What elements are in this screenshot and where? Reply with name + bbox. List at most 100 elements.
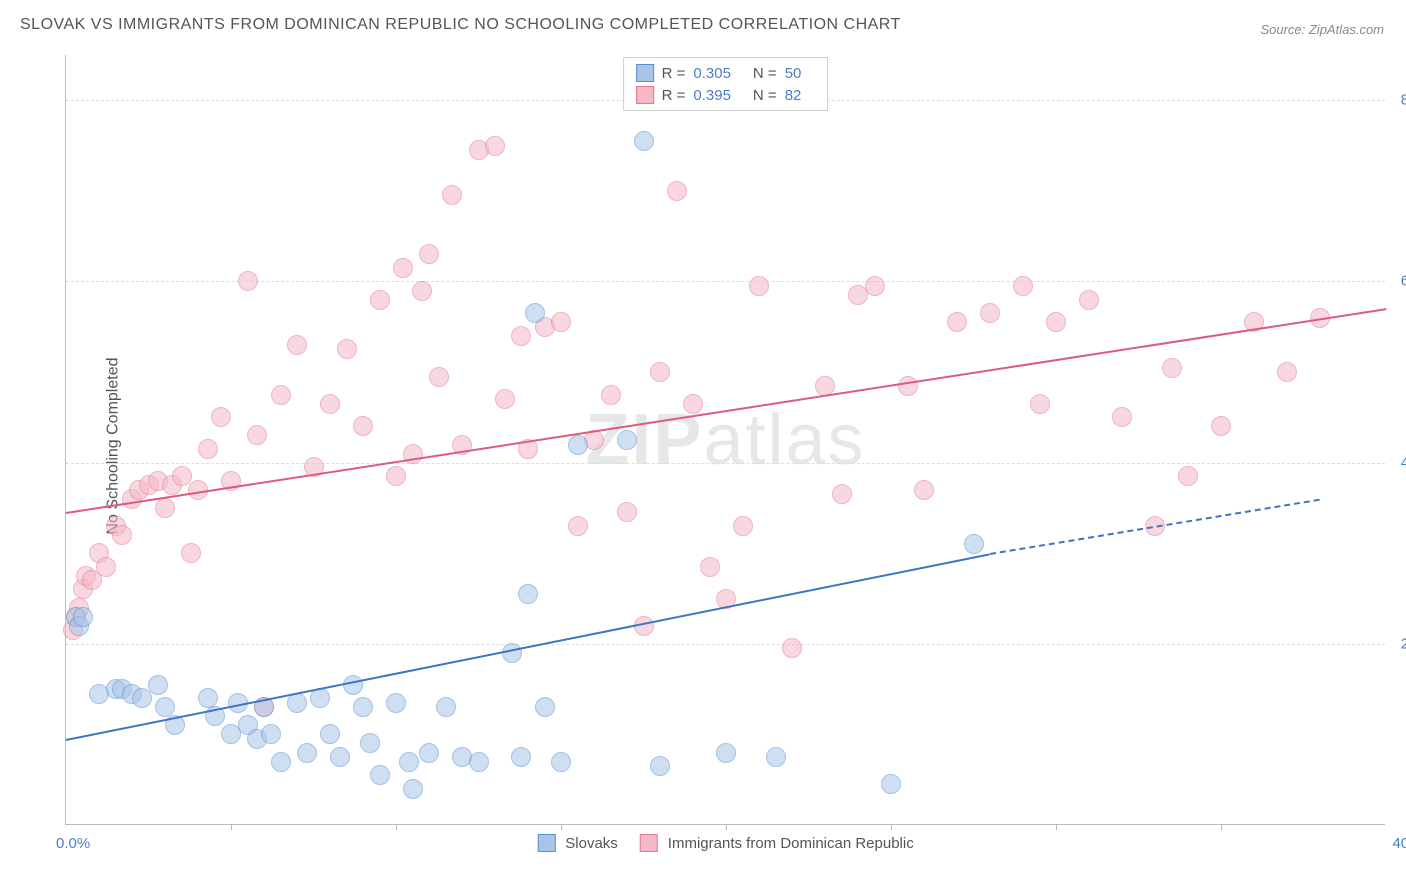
data-point-slovaks bbox=[469, 752, 489, 772]
data-point-immigrants bbox=[287, 335, 307, 355]
data-point-immigrants bbox=[511, 326, 531, 346]
data-point-immigrants bbox=[1046, 312, 1066, 332]
data-point-slovaks bbox=[964, 534, 984, 554]
data-point-immigrants bbox=[353, 416, 373, 436]
x-axis-max-label: 40.0% bbox=[1392, 835, 1406, 852]
data-point-immigrants bbox=[337, 339, 357, 359]
chart-title: SLOVAK VS IMMIGRANTS FROM DOMINICAN REPU… bbox=[20, 16, 901, 34]
data-point-slovaks bbox=[419, 743, 439, 763]
data-point-immigrants bbox=[429, 367, 449, 387]
series-legend: Slovaks Immigrants from Dominican Republ… bbox=[537, 834, 913, 852]
data-point-immigrants bbox=[238, 271, 258, 291]
data-point-slovaks bbox=[617, 430, 637, 450]
y-tick-label: 4.0% bbox=[1390, 454, 1406, 471]
data-point-immigrants bbox=[485, 136, 505, 156]
x-tick bbox=[396, 824, 397, 830]
data-point-immigrants bbox=[172, 466, 192, 486]
data-point-immigrants bbox=[832, 484, 852, 504]
x-tick bbox=[726, 824, 727, 830]
r-value-immigrants: 0.395 bbox=[693, 87, 731, 104]
swatch-immigrants bbox=[636, 86, 654, 104]
data-point-slovaks bbox=[198, 688, 218, 708]
data-point-slovaks bbox=[320, 724, 340, 744]
data-point-slovaks bbox=[155, 697, 175, 717]
series-label-slovaks: Slovaks bbox=[565, 835, 618, 852]
n-label: N = bbox=[753, 65, 777, 82]
data-point-immigrants bbox=[914, 480, 934, 500]
data-point-slovaks bbox=[766, 747, 786, 767]
data-point-immigrants bbox=[667, 181, 687, 201]
x-tick bbox=[231, 824, 232, 830]
r-label: R = bbox=[662, 65, 686, 82]
data-point-slovaks bbox=[881, 774, 901, 794]
r-label: R = bbox=[662, 87, 686, 104]
x-tick bbox=[561, 824, 562, 830]
data-point-slovaks bbox=[330, 747, 350, 767]
data-point-immigrants bbox=[980, 303, 1000, 323]
data-point-immigrants bbox=[393, 258, 413, 278]
n-value-slovaks: 50 bbox=[785, 65, 802, 82]
data-point-immigrants bbox=[320, 394, 340, 414]
y-tick-label: 2.0% bbox=[1390, 635, 1406, 652]
data-point-slovaks bbox=[271, 752, 291, 772]
chart-plot-area: ZIPatlas R = 0.305 N = 50 R = 0.395 N = … bbox=[65, 55, 1385, 825]
source-attribution: Source: ZipAtlas.com bbox=[1260, 22, 1384, 37]
trendline-slovaks bbox=[66, 553, 990, 741]
legend-row-slovaks: R = 0.305 N = 50 bbox=[636, 62, 816, 84]
data-point-immigrants bbox=[211, 407, 231, 427]
data-point-immigrants bbox=[1030, 394, 1050, 414]
data-point-immigrants bbox=[442, 185, 462, 205]
y-tick-label: 8.0% bbox=[1390, 92, 1406, 109]
data-point-immigrants bbox=[683, 394, 703, 414]
series-label-immigrants: Immigrants from Dominican Republic bbox=[668, 835, 914, 852]
data-point-immigrants bbox=[386, 466, 406, 486]
data-point-immigrants bbox=[495, 389, 515, 409]
swatch-slovaks-bottom bbox=[537, 834, 555, 852]
x-axis-min-label: 0.0% bbox=[56, 835, 90, 852]
data-point-slovaks bbox=[261, 724, 281, 744]
data-point-immigrants bbox=[370, 290, 390, 310]
gridline bbox=[66, 644, 1385, 645]
data-point-slovaks bbox=[297, 743, 317, 763]
data-point-immigrants bbox=[155, 498, 175, 518]
data-point-immigrants bbox=[650, 362, 670, 382]
data-point-immigrants bbox=[568, 516, 588, 536]
data-point-immigrants bbox=[865, 276, 885, 296]
data-point-slovaks bbox=[716, 743, 736, 763]
data-point-immigrants bbox=[947, 312, 967, 332]
data-point-immigrants bbox=[181, 543, 201, 563]
data-point-immigrants bbox=[96, 557, 116, 577]
data-point-slovaks bbox=[551, 752, 571, 772]
correlation-legend: R = 0.305 N = 50 R = 0.395 N = 82 bbox=[623, 57, 829, 111]
trendline-slovaks-dashed bbox=[990, 499, 1320, 555]
data-point-immigrants bbox=[898, 376, 918, 396]
data-point-immigrants bbox=[412, 281, 432, 301]
data-point-immigrants bbox=[601, 385, 621, 405]
y-tick-label: 6.0% bbox=[1390, 273, 1406, 290]
data-point-slovaks bbox=[634, 131, 654, 151]
data-point-slovaks bbox=[73, 607, 93, 627]
data-point-immigrants bbox=[1277, 362, 1297, 382]
data-point-immigrants bbox=[247, 425, 267, 445]
data-point-slovaks bbox=[511, 747, 531, 767]
data-point-immigrants bbox=[1178, 466, 1198, 486]
data-point-slovaks bbox=[399, 752, 419, 772]
x-tick bbox=[891, 824, 892, 830]
data-point-immigrants bbox=[419, 244, 439, 264]
data-point-slovaks bbox=[386, 693, 406, 713]
data-point-immigrants bbox=[551, 312, 571, 332]
data-point-slovaks bbox=[132, 688, 152, 708]
data-point-slovaks bbox=[353, 697, 373, 717]
data-point-immigrants bbox=[1162, 358, 1182, 378]
data-point-slovaks bbox=[650, 756, 670, 776]
gridline bbox=[66, 281, 1385, 282]
data-point-immigrants bbox=[1211, 416, 1231, 436]
data-point-immigrants bbox=[112, 525, 132, 545]
swatch-immigrants-bottom bbox=[640, 834, 658, 852]
data-point-slovaks bbox=[148, 675, 168, 695]
data-point-slovaks bbox=[403, 779, 423, 799]
data-point-slovaks bbox=[518, 584, 538, 604]
data-point-slovaks bbox=[360, 733, 380, 753]
data-point-immigrants bbox=[617, 502, 637, 522]
data-point-slovaks bbox=[370, 765, 390, 785]
